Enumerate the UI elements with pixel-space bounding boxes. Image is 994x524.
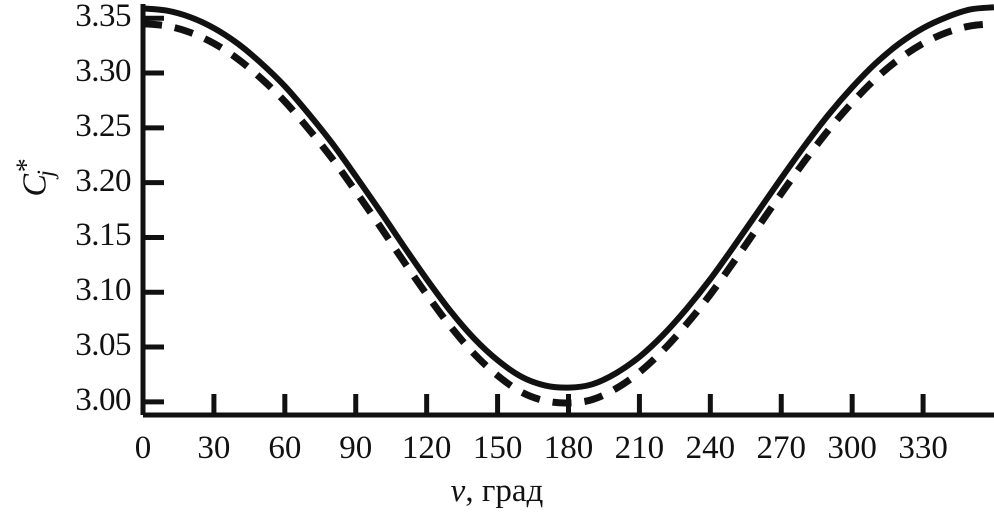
y-tick-label: 3.30 xyxy=(75,53,131,90)
y-tick-marks xyxy=(143,15,164,405)
series-solid xyxy=(142,4,994,391)
y-tick-label: 3.05 xyxy=(75,327,131,364)
x-tick-label: 60 xyxy=(268,430,302,466)
y-axis-label: Cj* xyxy=(10,122,65,232)
y-tick-label: 3.25 xyxy=(75,107,131,144)
y-axis-label-base: C xyxy=(16,173,54,197)
x-tick-label: 120 xyxy=(401,430,452,466)
axis-spines xyxy=(140,4,994,418)
y-axis-label-superscript: * xyxy=(11,158,43,173)
x-tick-label: 180 xyxy=(543,430,594,466)
x-tick-label: 30 xyxy=(197,430,231,466)
x-tick-label: 270 xyxy=(756,430,807,466)
x-tick-label: 150 xyxy=(472,430,523,466)
x-axis-label-unit: , град xyxy=(465,473,544,509)
x-tick-label: 90 xyxy=(339,430,373,466)
y-tick-label: 3.35 xyxy=(75,0,131,35)
series-dashed xyxy=(142,20,994,407)
x-tick-label: 240 xyxy=(685,430,736,466)
data-series-group xyxy=(142,4,994,407)
x-tick-label: 210 xyxy=(614,430,665,466)
y-tick-label: 3.20 xyxy=(75,162,131,199)
x-tick-label: 0 xyxy=(134,430,152,466)
y-tick-label: 3.15 xyxy=(75,217,131,254)
x-tick-label: 330 xyxy=(898,430,948,466)
y-tick-label: 3.10 xyxy=(75,272,131,309)
y-tick-label: 3.00 xyxy=(75,381,131,418)
x-axis-label-symbol: ν xyxy=(450,473,466,509)
x-axis-label: ν, град xyxy=(0,474,994,508)
x-tick-label: 300 xyxy=(827,430,877,466)
